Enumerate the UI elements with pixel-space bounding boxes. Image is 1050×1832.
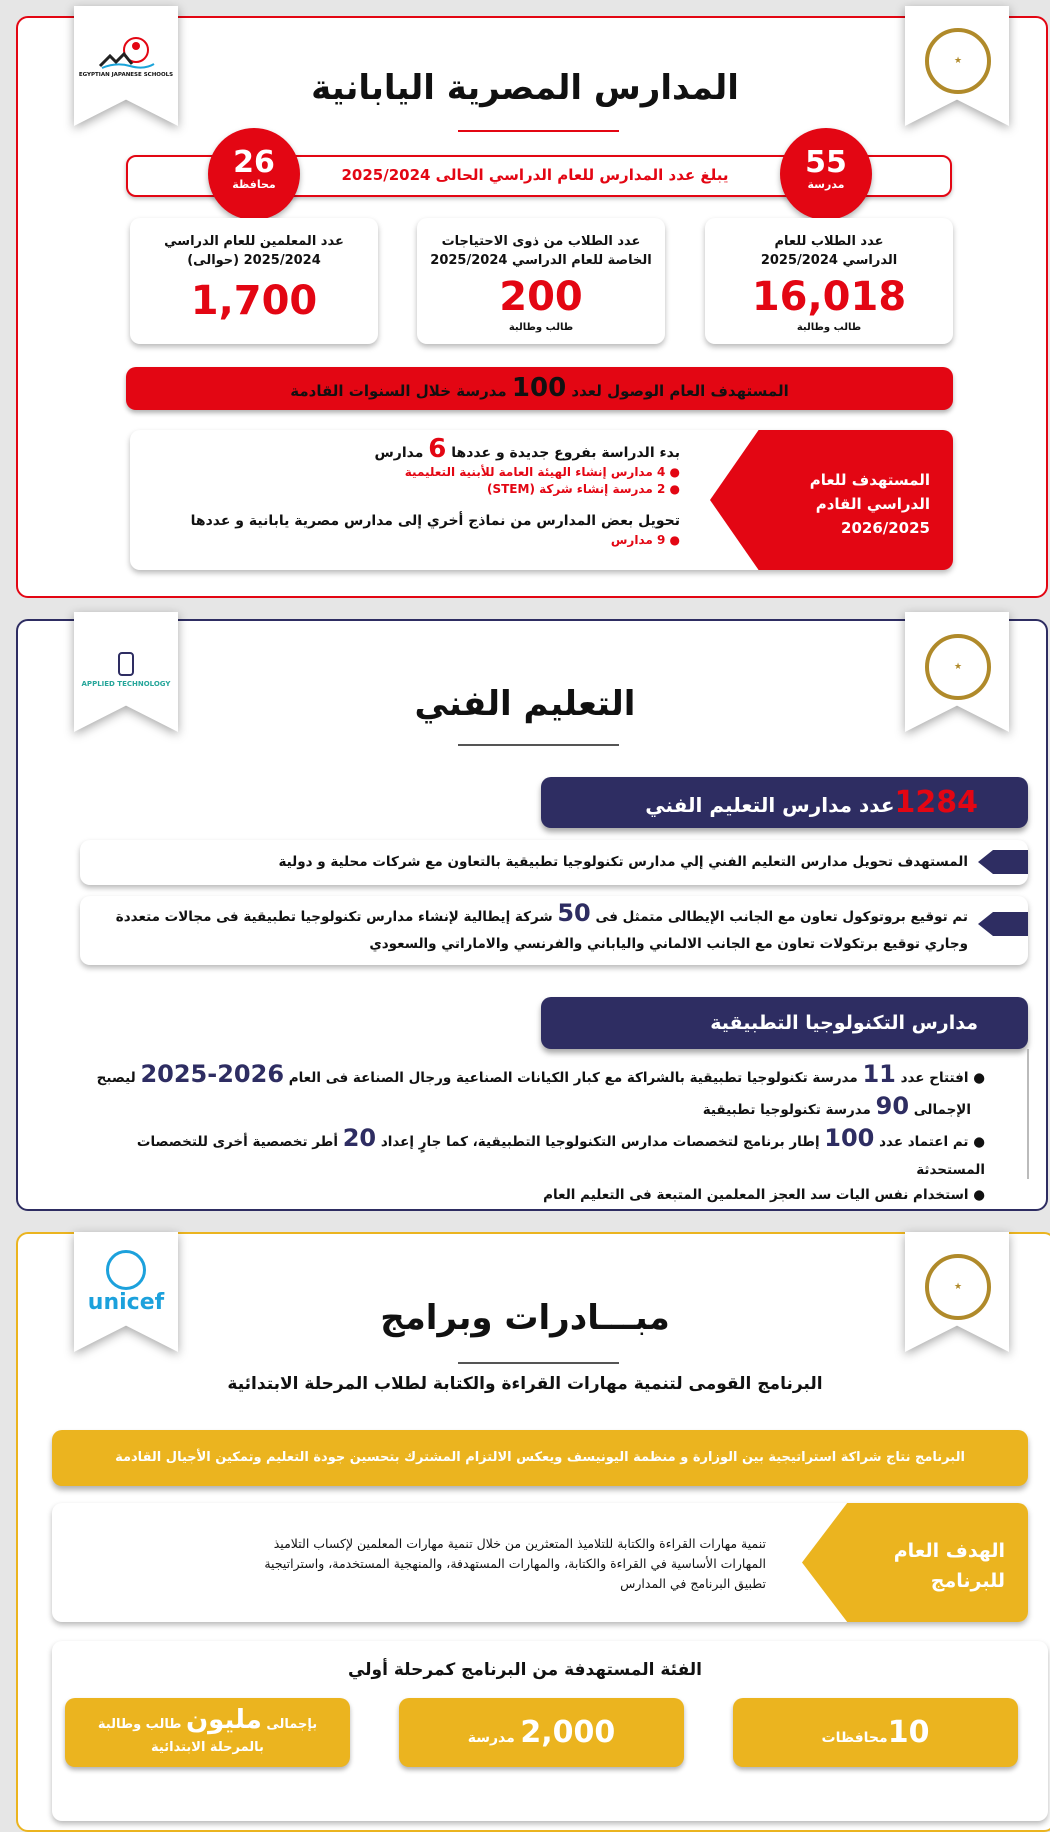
ejs-logo-text: EGYPTIAN JAPANESE SCHOOLS <box>78 72 174 78</box>
target-box-text: بإجمالى <box>266 1717 318 1732</box>
technical-schools-count-header: 1284عدد مدارس التعليم الفني <box>541 777 1028 828</box>
unicef-logo-ribbon: unicef <box>74 1232 178 1352</box>
goal-text: تنمية مهارات القراءة والكتابة للتلاميذ ا… <box>273 1536 766 1551</box>
info-card <box>80 840 1028 885</box>
stat-card-students: عدد الطلاب للعام الدراسي 2025/2024 16,018… <box>705 218 953 344</box>
stat-card-special-needs: عدد الطلاب من ذوى الاحتياجات الخاصة للعام… <box>417 218 665 344</box>
info-text: المستهدف تحويل مدارس التعليم الفني إلي م… <box>278 854 968 870</box>
target-box-governorates: 10محافظات <box>733 1698 1018 1767</box>
stat-label: عدد الطلاب من ذوى الاحتياجات <box>441 234 641 249</box>
stat-label: عدد المعلمين للعام الدراسي <box>164 234 344 249</box>
bullet-item-continued: الإجمالى 90 مدرسة تكنولوجيا تطبيقية <box>702 1092 971 1120</box>
unicef-logo-icon <box>106 1250 146 1290</box>
applied-tech-header: مدارس التكنولوجيا التطبيقية <box>541 997 1028 1049</box>
applied-tech-logo-text: APPLIED TECHNOLOGY <box>81 680 171 688</box>
page-title: المدارس المصرية اليابانية <box>311 68 739 108</box>
goal-label: الهدف العام <box>893 1540 1005 1562</box>
unicef-logo-text: unicef <box>87 1290 165 1315</box>
stat-label: عدد الطلاب للعام <box>774 234 884 249</box>
technical-schools-label: عدد مدارس التعليم الفني <box>645 793 895 817</box>
ministry-seal-icon: ★ <box>925 1254 991 1320</box>
target-subitem: ● 9 مدارس <box>610 533 680 547</box>
ministry-seal-icon: ★ <box>925 634 991 700</box>
target-box-schools: 2,000 مدرسة <box>399 1698 684 1767</box>
info-text: وجاري توقيع برتكولات تعاون مع الجانب الا… <box>369 936 968 952</box>
target-box-number: 10 <box>887 1715 930 1750</box>
info-number: 50 <box>557 899 591 927</box>
stat-unit: طالب وطالبة <box>796 322 862 333</box>
goal-number: 100 <box>511 373 567 403</box>
target-subitem: ● 4 مدارس إنشاء الهيئة العامة للأبنية ال… <box>404 465 680 479</box>
title-underline <box>458 744 619 746</box>
info-card <box>80 896 1028 965</box>
stat-value: 200 <box>499 274 583 320</box>
goal-text: مدرسة خلال السنوات القادمة <box>290 382 507 400</box>
ministry-seal-ribbon: ★ <box>905 6 1009 126</box>
applied-tech-logo-ribbon: APPLIED TECHNOLOGY <box>74 612 178 732</box>
technical-schools-number: 1284 <box>894 785 979 820</box>
target-label: 2026/2025 <box>841 519 930 537</box>
goal-100-bar: المستهدف العام الوصول لعدد 100 مدرسة خلا… <box>126 367 953 410</box>
divider <box>1027 1049 1029 1179</box>
target-number: 6 <box>428 434 447 464</box>
stat-value: 1,700 <box>190 278 318 324</box>
target-item: تحويل بعض المدارس من نماذج أخري إلى مدار… <box>190 513 680 529</box>
ministry-seal-icon: ★ <box>925 28 991 94</box>
ministry-seal-ribbon: ★ <box>905 1232 1009 1352</box>
ministry-seal-ribbon: ★ <box>905 612 1009 732</box>
target-box-number: مليون <box>185 1705 262 1735</box>
target-box-unit: طالب وطالبة <box>97 1717 182 1732</box>
target-group-title: الفئة المستهدفة من البرنامج كمرحلة أولي <box>347 1660 703 1680</box>
info-text: شركة إيطالية لإنشاء مدارس تكنولوجيا تطبي… <box>115 909 553 925</box>
schools-count-unit: مدرسة <box>807 178 845 191</box>
goal-text: المهارات الأساسية في القراءة والكتابة، و… <box>264 1556 766 1571</box>
bullet-item: ● تم اعتماد عدد 100 إطار برنامج لتخصصات … <box>136 1124 985 1178</box>
bullet-item: ● استخدام نفس اليات سد العجز المعلمين ال… <box>543 1187 985 1203</box>
program-subtitle: البرنامج القومى لتنمية مهارات القراءة وا… <box>227 1374 823 1394</box>
governorates-number: 26 <box>233 145 275 180</box>
ejs-logo-icon <box>98 37 155 69</box>
goal-label: للبرنامج <box>930 1570 1005 1592</box>
target-label: المستهدف للعام <box>809 471 930 489</box>
partnership-bar: البرنامج نتاج شراكة استراتيجية بين الوزا… <box>52 1430 1028 1486</box>
target-item: مدارس <box>374 445 424 461</box>
target-subitem: ● 2 مدرسة إنشاء شركة (STEM) <box>486 482 680 496</box>
section-title: مبـــادرات وبرامج <box>380 1298 670 1338</box>
stat-label: الدراسي 2025/2024 <box>760 253 898 268</box>
applied-tech-logo-icon <box>118 652 134 676</box>
program-goal-tab <box>802 1503 1028 1622</box>
target-box-unit: محافظات <box>821 1730 888 1746</box>
stat-unit: طالب وطالبة <box>508 322 574 333</box>
stat-label: 2025/2024 (حوالى) <box>187 253 321 268</box>
target-box-text: بالمرحلة الابتدائية <box>151 1740 264 1755</box>
target-label: الدراسي القادم <box>815 495 930 513</box>
target-box-number: 2,000 <box>520 1715 616 1750</box>
governorates-badge: 26 محافظة <box>208 128 300 220</box>
bullet-item: ● افتتاح عدد 11 مدرسة تكنولوجيا تطبيقية … <box>96 1060 985 1088</box>
schools-count-number: 55 <box>805 145 847 180</box>
section-title: التعليم الفني <box>414 684 636 724</box>
title-underline <box>458 1362 619 1364</box>
stat-label: الخاصة للعام الدراسي 2025/2024 <box>430 253 652 268</box>
goal-text: تطبيق البرنامج في المدارس <box>620 1576 766 1591</box>
target-item: بدء الدراسة بفروع جديدة و عددها <box>451 445 680 461</box>
governorates-unit: محافظة <box>232 178 276 191</box>
schools-count-badge: 55 مدرسة <box>780 128 872 220</box>
ejs-logo-ribbon: EGYPTIAN JAPANESE SCHOOLS <box>74 6 178 126</box>
next-year-target-tab <box>710 430 953 570</box>
info-text: تم توقيع بروتوكول تعاون مع الجانب الإيطا… <box>595 909 968 925</box>
goal-text: المستهدف العام الوصول لعدد <box>571 382 789 400</box>
title-underline <box>458 130 619 132</box>
target-box-students: بإجمالى مليون طالب وطالبة بالمرحلة الابت… <box>65 1698 350 1767</box>
stat-value: 16,018 <box>751 274 907 320</box>
stat-card-teachers: عدد المعلمين للعام الدراسي 2025/2024 (حوا… <box>130 218 378 344</box>
schools-count-text: يبلغ عدد المدارس للعام الدراسي الحالى 20… <box>341 166 729 184</box>
target-box-unit: مدرسة <box>467 1730 515 1746</box>
